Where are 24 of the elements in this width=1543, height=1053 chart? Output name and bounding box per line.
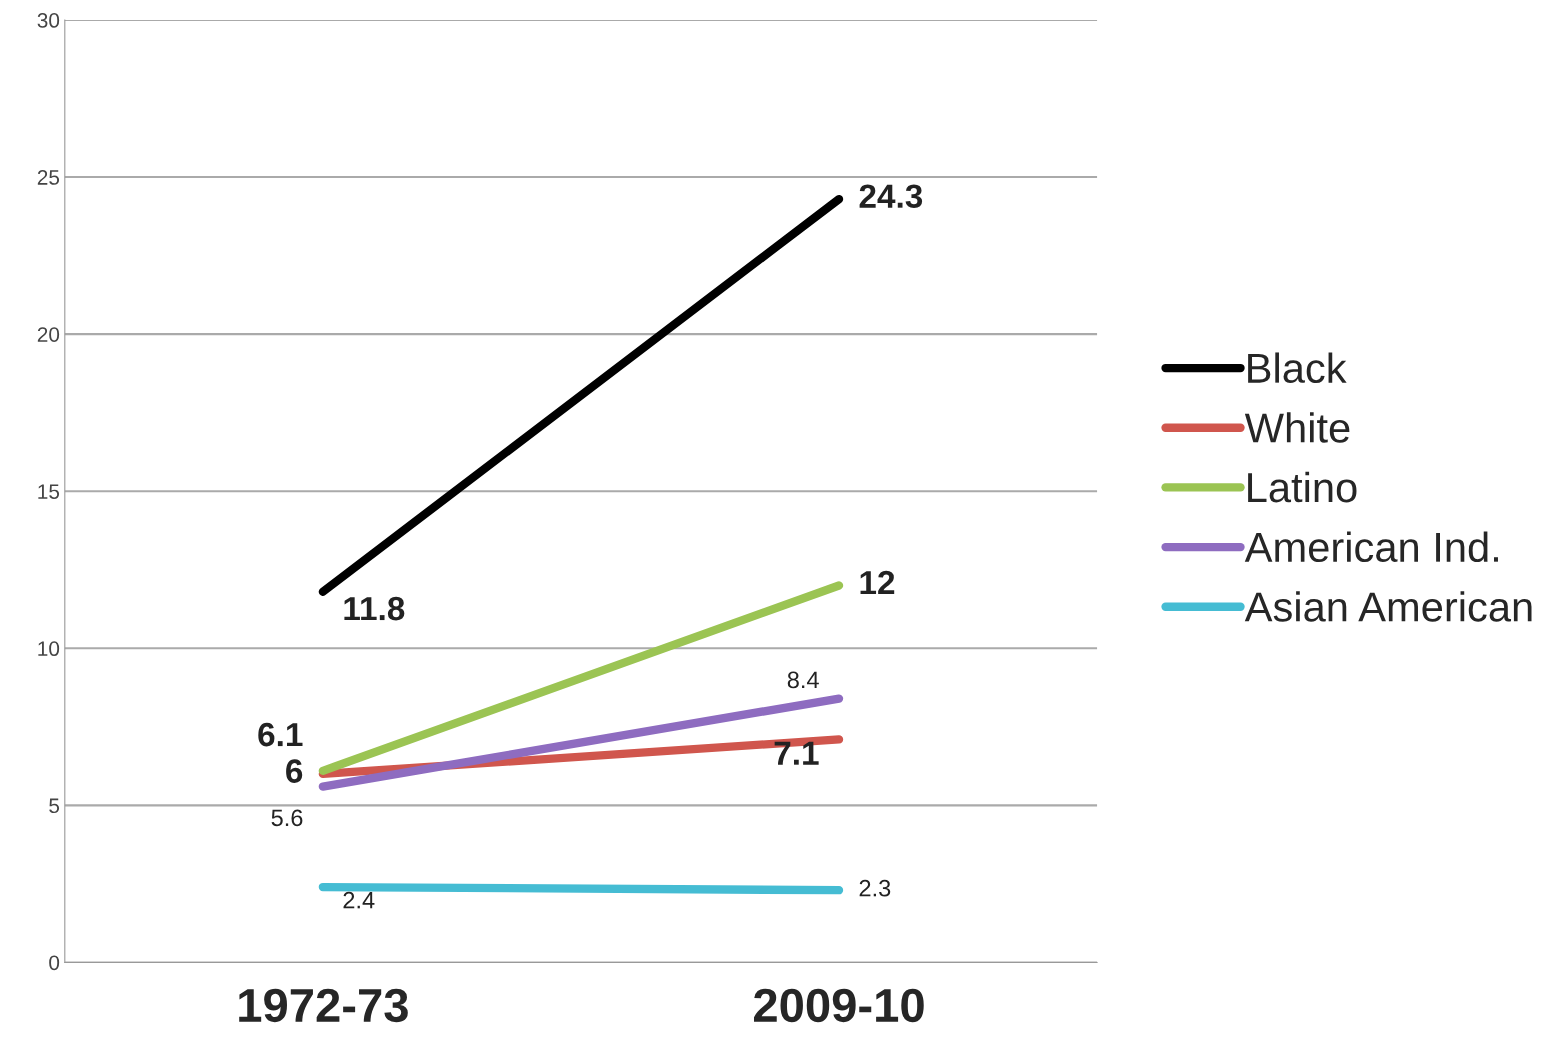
data-label: 6.1 (258, 722, 303, 747)
data-label: 11.8 (344, 596, 405, 621)
x-tick-label: 2009-10 (754, 988, 924, 1023)
legend-label: Asian American (1244, 591, 1532, 622)
legend-label: Latino (1248, 471, 1357, 503)
data-label: 24.3 (859, 184, 923, 209)
data-label: 6 (286, 759, 303, 783)
y-tick-label: 20 (37, 327, 60, 342)
data-label: 7.1 (774, 741, 819, 765)
data-label: 2.3 (859, 879, 891, 897)
data-label: 2.4 (343, 891, 375, 909)
legend-label: Black (1248, 352, 1347, 384)
data-label: 12 (860, 570, 895, 595)
legend-label: American Ind. (1244, 531, 1498, 563)
data-label: 8.4 (787, 671, 819, 689)
y-tick-label: 10 (38, 641, 60, 657)
data-label: 5.6 (271, 809, 303, 827)
y-tick-label: 5 (49, 798, 60, 814)
y-tick-label: 0 (49, 955, 60, 971)
y-tick-label: 15 (38, 484, 60, 499)
x-tick-label: 1972-73 (239, 988, 408, 1023)
y-tick-label: 25 (37, 170, 60, 185)
legend-label: White (1244, 412, 1350, 443)
y-tick-label: 30 (37, 13, 60, 28)
